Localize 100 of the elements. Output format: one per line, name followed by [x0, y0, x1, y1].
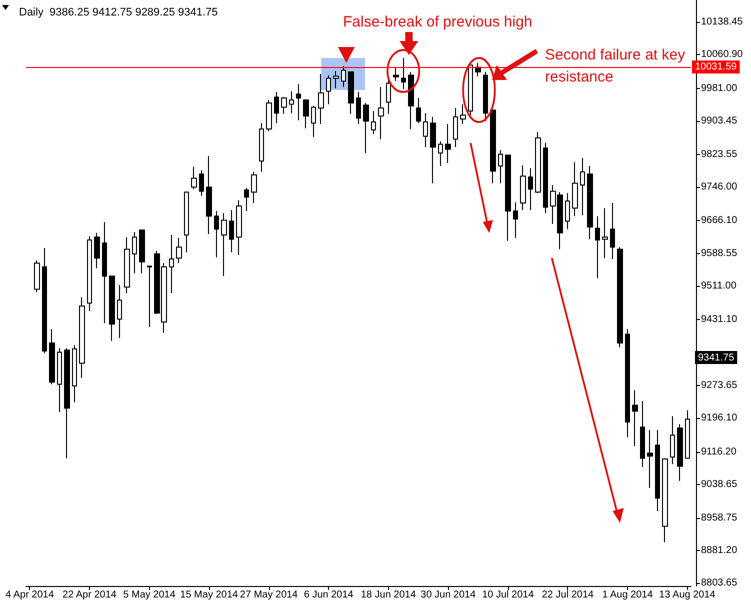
candlestick — [124, 236, 130, 294]
x-tick-label: 10 Jul 2014 — [482, 590, 534, 600]
x-tick-label: 6 Jun 2014 — [304, 590, 354, 600]
y-tick-label: 8958.75 — [701, 512, 738, 524]
x-tick-label: 5 May 2014 — [123, 590, 176, 600]
candlestick — [445, 124, 451, 164]
candlestick — [416, 97, 421, 124]
candlestick — [490, 110, 496, 184]
x-tick-label: 13 Aug 2014 — [659, 590, 716, 600]
x-tick-label: 27 May 2014 — [240, 590, 298, 600]
candlestick — [34, 260, 40, 293]
candlestick — [64, 348, 70, 459]
candlestick — [49, 328, 55, 385]
candlestick — [393, 68, 399, 82]
candlestick — [483, 71, 488, 122]
candlestick — [42, 248, 47, 354]
y-tick-label: 9666.10 — [701, 215, 738, 226]
candlestick — [438, 140, 443, 167]
candlestick — [640, 400, 645, 468]
candlestick — [513, 202, 518, 238]
candlestick — [401, 58, 406, 90]
candlestick — [281, 96, 287, 114]
y-tick-label: 10138.45 — [701, 16, 744, 28]
y-tick-label: 9038.65 — [701, 478, 738, 490]
y-tick-label: 9823.55 — [701, 148, 738, 160]
candlestick — [176, 237, 182, 264]
candlestick — [677, 424, 683, 482]
candlestick — [117, 284, 122, 338]
text: Daily 9386.25 9412.75 9289.25 9341.75 — [19, 6, 218, 18]
y-tick-label: 9431.10 — [701, 314, 738, 325]
candlestick — [647, 430, 653, 489]
candlestick — [259, 122, 264, 172]
candlestick — [244, 187, 249, 212]
candlestick — [356, 92, 361, 125]
candlestick — [236, 200, 242, 256]
y-tick-label: 10060.90 — [701, 49, 744, 60]
candlestick — [109, 276, 115, 342]
candlestick — [79, 296, 85, 378]
candlestick — [363, 102, 369, 154]
x-tick-label: 22 Jul 2014 — [542, 590, 594, 600]
candlestick — [610, 202, 615, 260]
candlestick — [453, 108, 458, 148]
candlestick — [572, 162, 578, 217]
y-tick-label: 9903.45 — [701, 115, 738, 126]
candlestick — [94, 232, 100, 269]
candlestick — [378, 86, 384, 140]
candlestick — [326, 74, 331, 105]
annotation: False-break of previous high — [343, 14, 532, 30]
candlestick — [251, 171, 257, 204]
candlestick — [266, 100, 272, 132]
candlestick — [625, 328, 630, 438]
candlestick — [147, 266, 152, 328]
candlestick — [565, 192, 570, 230]
candlestick — [460, 104, 466, 125]
x-tick-label: 1 Aug 2014 — [602, 590, 654, 600]
candlestick — [318, 73, 324, 125]
candlestick — [191, 166, 197, 190]
y-tick-label: 9116.20 — [701, 446, 737, 458]
candlestick — [348, 71, 354, 114]
candlestick — [528, 168, 533, 211]
annotation: Second failure at key resistance — [545, 46, 690, 86]
candlestick — [386, 79, 391, 114]
candlestick — [498, 150, 503, 184]
candlestick — [289, 90, 294, 114]
candlestick — [423, 112, 428, 148]
candlestick — [139, 229, 145, 274]
x-tick-label: 4 Apr 2014 — [6, 590, 54, 600]
candlestick — [311, 105, 316, 138]
candlestick — [333, 70, 339, 89]
y-tick-label: 9981.00 — [701, 82, 738, 94]
y-tick-label: 9588.55 — [701, 248, 738, 259]
candlestick — [580, 158, 585, 216]
y-tick-label: 9746.00 — [701, 182, 738, 193]
y-tick-label: 9511.00 — [701, 280, 737, 292]
x-tick-label: 18 Jun 2014 — [360, 590, 416, 600]
candlestick — [602, 208, 608, 259]
candlestick — [214, 210, 219, 258]
candlestick — [632, 390, 638, 447]
candlestick — [102, 221, 107, 324]
candlestick — [505, 154, 511, 242]
candlestick — [617, 246, 623, 348]
candlestick — [57, 348, 62, 412]
candlestick — [535, 131, 541, 194]
x-tick-label: 30 Jun 2014 — [420, 590, 476, 600]
candlestick — [169, 234, 174, 294]
candlestick — [408, 71, 414, 130]
candlestick — [670, 416, 675, 465]
candlestick — [229, 210, 234, 253]
candlestick — [468, 64, 473, 116]
y-tick-label: 8881.20 — [701, 545, 738, 556]
candlestick — [341, 66, 346, 88]
candlestick — [662, 458, 668, 543]
candlestick — [199, 170, 204, 196]
candlestick — [221, 212, 227, 277]
candlestick — [587, 166, 593, 240]
y-tick-label: 9273.65 — [701, 380, 738, 392]
y-tick-label: 9196.10 — [701, 412, 738, 424]
candlestick — [206, 155, 212, 235]
ref-line-label: 10031.59 — [695, 62, 738, 73]
text: 9341.75 — [698, 352, 735, 364]
